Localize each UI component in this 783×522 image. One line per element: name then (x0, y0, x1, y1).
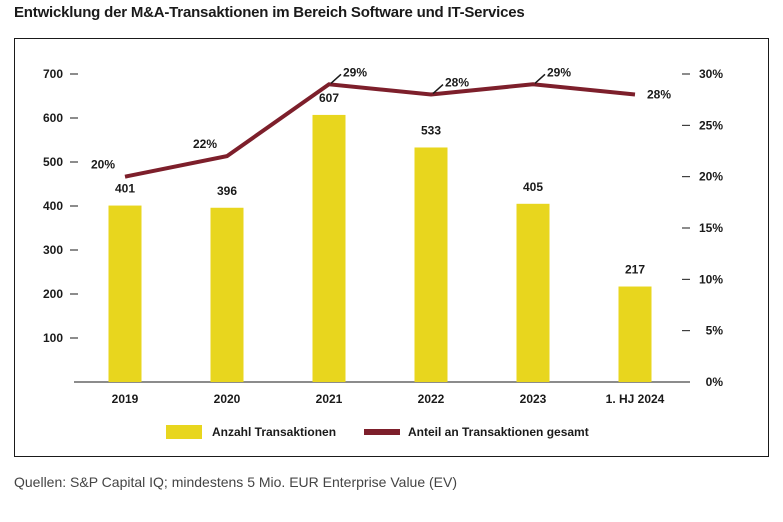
share-label-leader (534, 73, 546, 84)
legend-swatch-line (364, 429, 400, 435)
left-axis-tick-label: 100 (43, 331, 63, 345)
left-axis-tick-label: 200 (43, 287, 63, 301)
x-axis-tick-label: 2021 (316, 392, 343, 406)
left-axis-tick-label: 300 (43, 243, 63, 257)
bar (312, 114, 346, 383)
left-axis-tick-label: 600 (43, 111, 63, 125)
chart-title: Entwicklung der M&A-Transaktionen im Ber… (14, 4, 525, 21)
share-value-label: 28% (647, 88, 671, 102)
bar-value-label: 396 (217, 184, 237, 198)
left-axis-tick-label: 700 (43, 67, 63, 81)
source-note: Quellen: S&P Capital IQ; mindestens 5 Mi… (14, 474, 458, 490)
legend-label-bars: Anzahl Transaktionen (212, 425, 336, 439)
bar (618, 286, 652, 382)
right-axis-tick-label: 10% (699, 272, 723, 286)
bar (414, 147, 448, 382)
left-axis-tick-label: 400 (43, 199, 63, 213)
bar (210, 207, 244, 382)
share-value-label: 20% (91, 158, 115, 172)
share-line (124, 82, 636, 179)
x-axis-tick-label: 1. HJ 2024 (606, 392, 665, 406)
chart-frame (14, 38, 769, 457)
x-axis-tick-label: 2022 (418, 392, 445, 406)
legend-swatch-bars (166, 425, 202, 439)
x-axis-tick-label: 2019 (112, 392, 139, 406)
share-label-leader (330, 73, 342, 84)
share-value-label: 22% (193, 137, 217, 151)
right-axis-tick-label: 20% (699, 170, 723, 184)
right-axis-tick-label: 0% (706, 375, 724, 389)
share-value-label: 29% (343, 65, 367, 79)
right-axis-tick-label: 30% (699, 67, 723, 81)
right-axis-tick-label: 5% (706, 324, 724, 338)
x-axis-tick-label: 2023 (520, 392, 547, 406)
bar (108, 205, 142, 382)
x-axis-tick-label: 2020 (214, 392, 241, 406)
right-axis-tick-label: 25% (699, 118, 723, 132)
bar-value-label: 607 (319, 91, 339, 105)
bar-value-label: 217 (625, 263, 645, 277)
share-value-label: 29% (547, 65, 571, 79)
bar (516, 203, 550, 382)
bar-value-label: 401 (115, 182, 135, 196)
right-axis-tick-label: 15% (699, 221, 723, 235)
share-value-label: 28% (445, 76, 469, 90)
legend-label-line: Anteil an Transaktionen gesamt (408, 425, 589, 439)
left-axis-tick-label: 500 (43, 155, 63, 169)
bar-value-label: 405 (523, 180, 543, 194)
share-label-leader (432, 83, 444, 95)
bar-value-label: 533 (421, 123, 441, 137)
